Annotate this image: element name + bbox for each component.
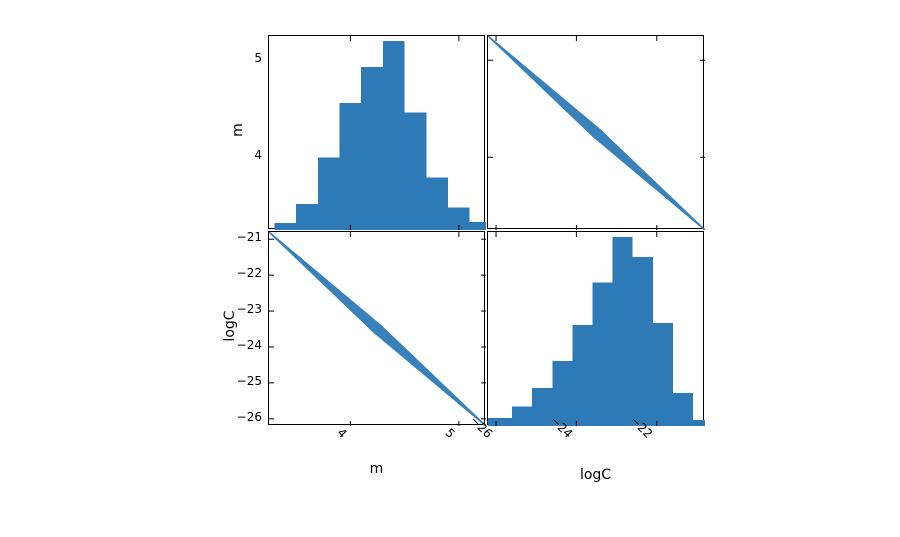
scatter-band <box>488 36 705 230</box>
hist-bar <box>274 223 296 230</box>
hist-bar <box>426 178 448 230</box>
hist-bar <box>512 407 532 426</box>
panel-logc-vs-m-scatter <box>487 35 704 229</box>
hist-bar <box>296 204 318 230</box>
hist-bar <box>488 418 512 426</box>
hist-bar <box>340 103 362 230</box>
ytick-label: 4 <box>254 148 262 162</box>
ytick-label: −26 <box>237 410 262 424</box>
ytick-label: 5 <box>254 51 262 65</box>
hist-logc-svg <box>488 232 705 426</box>
scatter-band <box>269 232 486 426</box>
hist-bar <box>653 323 673 426</box>
hist-m-svg <box>269 36 486 230</box>
xtick-label: 4 <box>334 426 349 441</box>
hist-bar <box>592 282 612 426</box>
xlabel-logc: logC <box>487 467 704 483</box>
hist-bar <box>318 157 340 230</box>
scatter-logc-m-svg <box>488 36 705 230</box>
hist-bar <box>405 113 427 230</box>
hist-bar <box>572 325 592 426</box>
panel-logc-hist <box>487 231 704 425</box>
hist-bar <box>361 67 383 230</box>
hist-bar <box>613 237 633 426</box>
ylabel-logc: logC <box>222 306 238 346</box>
xtick-label: 5 <box>443 426 458 441</box>
xlabel-m: m <box>268 461 485 477</box>
panel-m-vs-logc-scatter <box>268 231 485 425</box>
hist-bar <box>633 257 653 426</box>
ytick-label: −22 <box>237 266 262 280</box>
ytick-label: −25 <box>237 374 262 388</box>
hist-bar <box>470 222 486 230</box>
panel-m-hist <box>268 35 485 229</box>
hist-bar <box>673 393 693 426</box>
ytick-label: −24 <box>237 338 262 352</box>
corner-plot-figure: m logC m logC 45 −26−25−24−23−22−21 45 −… <box>0 0 900 537</box>
hist-bar <box>383 41 405 230</box>
ytick-label: −23 <box>237 302 262 316</box>
scatter-m-logc-svg <box>269 232 486 426</box>
ylabel-m: m <box>230 120 246 140</box>
hist-bar <box>693 420 705 426</box>
ytick-label: −21 <box>237 230 262 244</box>
